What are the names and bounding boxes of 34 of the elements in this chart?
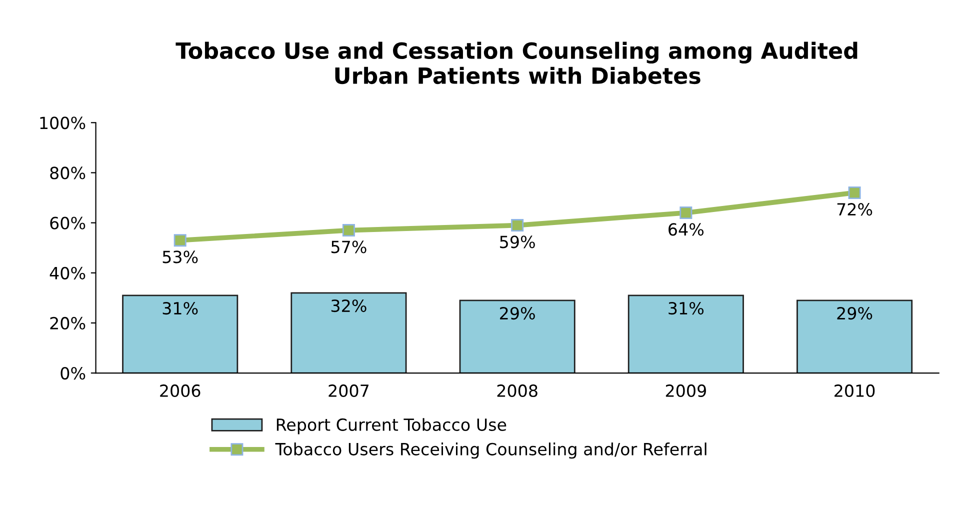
data-label: 64% [668,223,704,236]
y-tick-label: 0% [60,366,86,380]
x-tick-label: 2008 [497,384,538,398]
x-tick-label: 2007 [328,384,368,398]
bar [796,300,913,374]
data-label: 31% [162,302,198,315]
y-tick-label: 80% [50,166,86,180]
y-tick-label: 20% [50,316,86,330]
point [848,186,861,199]
chart-title: Tobacco Use and Cessation Counseling among Audited Urban Patients with Diabetes [176,42,858,84]
x-tick-label: 2010 [834,384,875,398]
x-tick-label: 2009 [666,384,706,398]
y-tick-label: 40% [50,266,86,280]
x-tick-label: 2006 [160,384,200,398]
data-label: 59% [500,236,535,248]
data-label: 29% [500,306,535,320]
legend-label: Tobacco Users Receiving Counseling and/or Referral [275,442,706,459]
point [680,206,692,220]
y-tick-label: 100% [40,116,86,130]
data-label: 32% [331,299,366,312]
data-label: 31% [668,302,704,315]
point [174,234,186,247]
bar [290,292,407,374]
point [342,224,355,237]
data-label: 53% [162,250,198,264]
bar [459,300,576,374]
data-label: 29% [837,306,872,320]
legend-label: Report Current Tobacco Use [276,418,506,434]
point [511,219,524,232]
data-label: 57% [331,240,366,254]
y-tick-label: 60% [50,216,86,230]
bar [122,294,238,374]
data-label: 72% [837,203,872,216]
bar [628,294,744,374]
